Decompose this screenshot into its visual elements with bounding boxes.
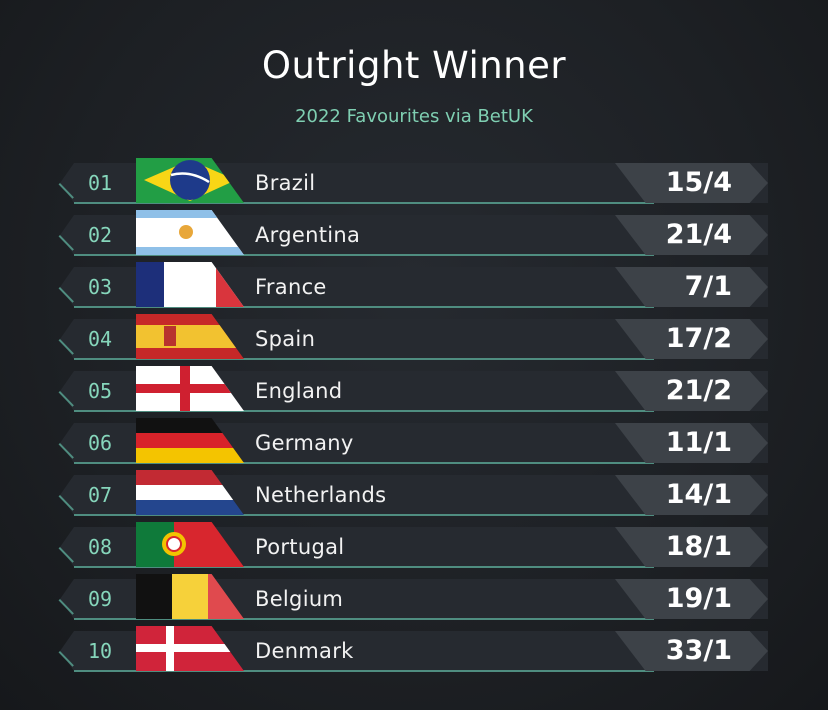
rank-number: 07 xyxy=(88,483,113,507)
list-item: 04 Spain 17/2 xyxy=(58,314,768,361)
odds-value: 17/2 xyxy=(665,323,732,354)
netherlands-flag-icon xyxy=(136,470,244,515)
row-underline xyxy=(74,618,654,620)
page-subtitle: 2022 Favourites via BetUK xyxy=(295,106,533,127)
odds-value: 19/1 xyxy=(665,583,732,614)
row-underline xyxy=(74,462,654,464)
country-name: Spain xyxy=(255,327,316,351)
list-item: 10 Denmark 33/1 xyxy=(58,626,768,673)
page-title: Outright Winner xyxy=(261,44,567,87)
row-underline xyxy=(74,306,654,308)
list-item: 07 Netherlands 14/1 xyxy=(58,470,768,517)
brazil-flag-icon xyxy=(136,158,244,203)
country-name: Argentina xyxy=(255,223,361,247)
country-name: England xyxy=(255,379,343,403)
row-underline xyxy=(74,202,654,204)
rank-number: 03 xyxy=(88,275,113,299)
rank-number: 02 xyxy=(88,223,113,247)
country-name: France xyxy=(255,275,327,299)
odds-value: 21/4 xyxy=(665,219,732,250)
odds-badge xyxy=(615,631,768,671)
odds-value: 14/1 xyxy=(665,479,732,510)
country-name: Denmark xyxy=(255,639,354,663)
country-name: Germany xyxy=(255,431,354,455)
list-item: 01 Brazil 15/4 xyxy=(58,158,768,205)
rank-number: 04 xyxy=(88,327,113,351)
row-underline xyxy=(74,358,654,360)
odds-value: 33/1 xyxy=(665,635,732,666)
rank-number: 01 xyxy=(88,171,113,195)
list-item: 02 Argentina 21/4 xyxy=(58,210,768,257)
row-underline xyxy=(74,514,654,516)
odds-value: 18/1 xyxy=(665,531,732,562)
country-name: Belgium xyxy=(255,587,344,611)
rank-number: 06 xyxy=(88,431,113,455)
odds-badge xyxy=(615,163,768,203)
odds-value: 11/1 xyxy=(665,427,732,458)
row-underline xyxy=(74,566,654,568)
rank-number: 08 xyxy=(88,535,113,559)
country-name: Netherlands xyxy=(255,483,387,507)
list-item: 09 Belgium 19/1 xyxy=(58,574,768,621)
list-item: 08 Portugal 18/1 xyxy=(58,522,768,569)
odds-value: 15/4 xyxy=(665,167,732,198)
row-underline xyxy=(74,254,654,256)
list-item: 03 France 7/1 xyxy=(58,262,768,309)
rank-number: 09 xyxy=(88,587,113,611)
list-item: 05 England 21/2 xyxy=(58,366,768,413)
odds-value: 21/2 xyxy=(665,375,732,406)
country-name: Portugal xyxy=(255,535,345,559)
odds-badge xyxy=(615,527,768,567)
rank-number: 10 xyxy=(88,639,113,663)
country-name: Brazil xyxy=(255,171,316,195)
list-item: 06 Germany 11/1 xyxy=(58,418,768,465)
odds-badge xyxy=(615,579,768,619)
odds-value: 7/1 xyxy=(684,271,732,302)
row-underline xyxy=(74,410,654,412)
germany-flag-icon xyxy=(136,418,244,463)
odds-badge xyxy=(615,215,768,255)
rank-number: 05 xyxy=(88,379,113,403)
row-underline xyxy=(74,670,654,672)
